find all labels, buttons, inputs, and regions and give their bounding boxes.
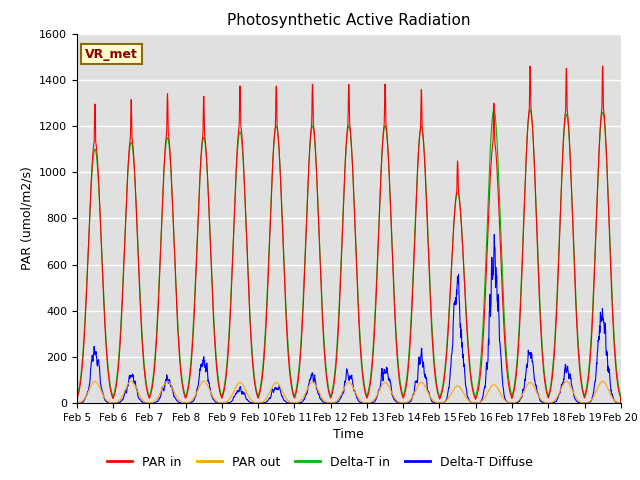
Delta-T in [569,221,577,227]
PAR out [584,399,592,405]
Delta-T Diffuse [365,400,372,406]
Delta-T Diffuse [490,232,498,238]
X-axis label: Time: Time [333,429,364,442]
Delta-T Diffuse [584,400,592,406]
Text: VR_met: VR_met [85,48,138,60]
PAR out [507,400,515,406]
PAR out [569,389,577,395]
Delta-T in [617,400,625,406]
Y-axis label: PAR (umol/m2/s): PAR (umol/m2/s) [20,167,33,270]
PAR in [376,191,384,196]
PAR in [569,218,577,224]
PAR out [73,400,81,406]
PAR out [617,400,625,406]
Legend: PAR in, PAR out, Delta-T in, Delta-T Diffuse: PAR in, PAR out, Delta-T in, Delta-T Dif… [102,451,538,474]
PAR in [507,392,515,398]
Delta-T Diffuse [617,400,625,406]
Delta-T in [376,189,384,194]
Delta-T in [507,388,515,394]
PAR in [599,63,607,69]
Delta-T Diffuse [376,384,384,390]
PAR out [225,397,232,403]
Delta-T Diffuse [507,400,515,406]
PAR out [365,400,372,406]
Delta-T in [73,394,81,400]
Delta-T in [225,339,232,345]
Line: PAR out: PAR out [77,381,621,403]
Line: Delta-T Diffuse: Delta-T Diffuse [77,235,621,403]
Delta-T in [526,107,534,113]
Line: PAR in: PAR in [77,66,621,403]
Delta-T Diffuse [569,388,577,394]
Delta-T Diffuse [73,400,81,406]
PAR out [91,378,99,384]
PAR in [365,391,372,397]
Delta-T Diffuse [225,400,232,406]
Line: Delta-T in: Delta-T in [77,110,621,403]
PAR in [73,396,81,401]
Title: Photosynthetic Active Radiation: Photosynthetic Active Radiation [227,13,470,28]
PAR in [225,346,232,351]
PAR in [617,400,625,406]
PAR in [584,381,591,386]
PAR out [376,385,384,391]
Delta-T in [365,388,372,394]
Delta-T in [584,374,592,380]
